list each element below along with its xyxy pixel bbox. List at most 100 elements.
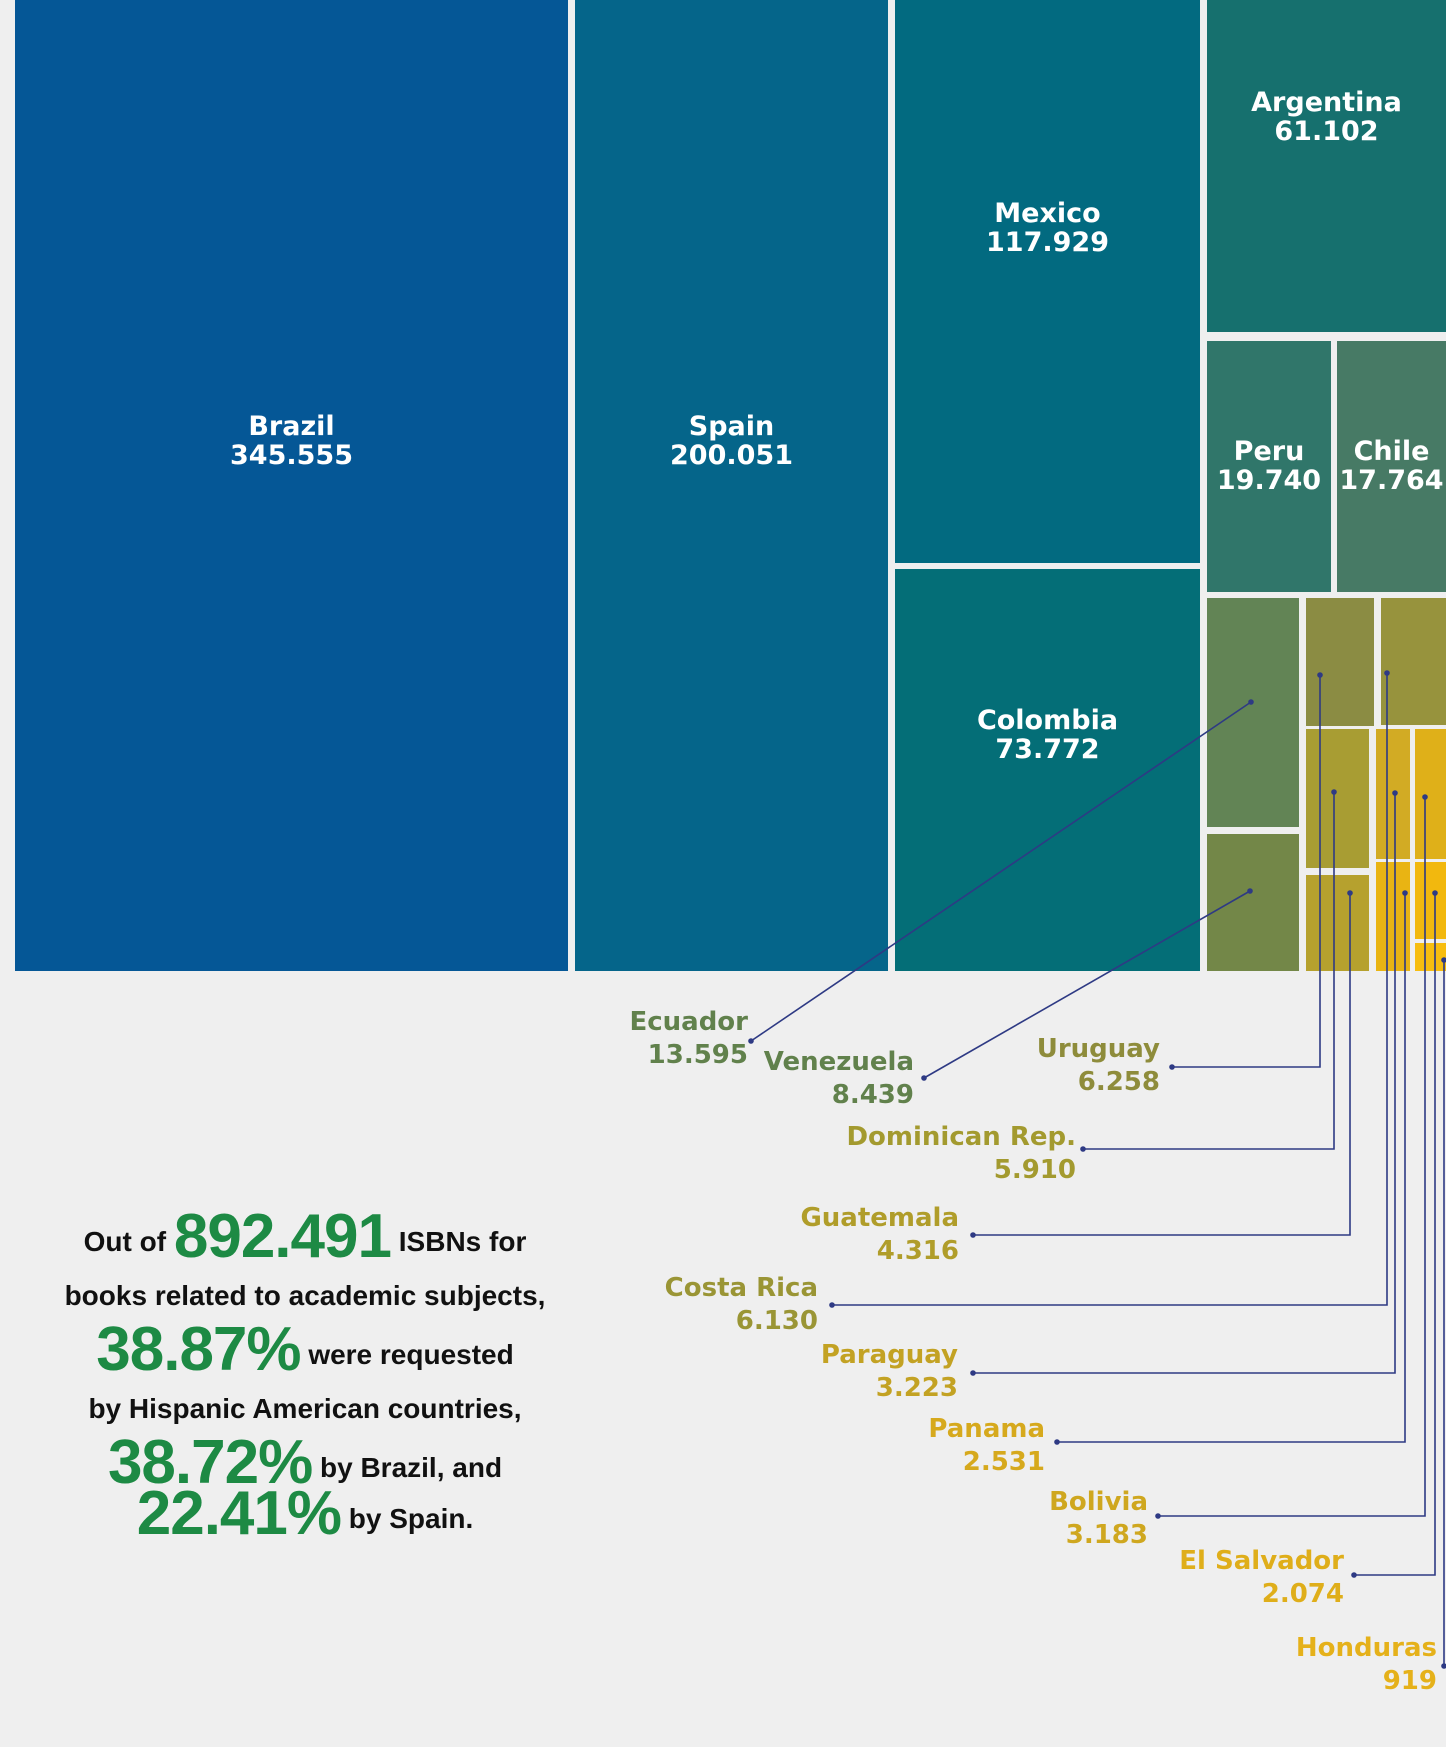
callout-value: 2.531 (962, 1447, 1045, 1477)
leader-line-panama (1057, 893, 1406, 1443)
summary-text-part: Out of (83, 1226, 167, 1257)
summary-text-part: books related to academic subjects, (64, 1280, 546, 1311)
tile-value: 19.740 (1216, 465, 1322, 496)
leader-line-bolivia (1158, 797, 1426, 1517)
summary-line-3: 38.87% were requested (30, 1319, 580, 1382)
tile-value: 73.772 (995, 734, 1100, 765)
leader-dot-costa-rica-start (829, 1302, 835, 1308)
brazil-percent: 38.72% (107, 1428, 313, 1497)
leader-dot-honduras-start (1441, 1663, 1446, 1669)
summary-line-5: 38.72% by Brazil, and (30, 1432, 580, 1495)
callout-uruguay: Uruguay 6.258 (1037, 1033, 1160, 1099)
summary-line-4: by Hispanic American countries, (30, 1382, 580, 1436)
summary-text: Out of 892.491 ISBNs for books related t… (30, 1206, 580, 1546)
leader-line-guatemala (973, 893, 1351, 1236)
callout-paraguay: Paraguay 3.223 (821, 1339, 958, 1405)
tile-bolivia (1415, 729, 1446, 859)
callout-value: 3.223 (875, 1373, 958, 1403)
tile-label-peru: Peru 19.740 (1207, 437, 1331, 495)
callout-value: 2.074 (1261, 1579, 1344, 1609)
tile-honduras (1415, 943, 1446, 971)
leader-dot-ecuador-start (748, 1038, 754, 1044)
tile-uruguay (1306, 598, 1374, 726)
callout-country-name: Uruguay (1036, 1034, 1160, 1064)
tile-value: 200.051 (670, 440, 793, 471)
tile-value: 61.102 (1274, 116, 1379, 147)
leader-dot-honduras-end (1441, 957, 1446, 963)
callout-value: 6.258 (1077, 1067, 1160, 1097)
callout-country-name: Honduras (1295, 1633, 1437, 1663)
spain-percent: 22.41% (136, 1479, 342, 1548)
callout-value: 13.595 (647, 1040, 748, 1070)
tile-country-name: Argentina (1251, 87, 1402, 118)
tile-brazil: Brazil 345.555 (15, 0, 568, 971)
tile-country-name: Colombia (976, 705, 1119, 736)
callout-country-name: Panama (928, 1414, 1045, 1444)
tile-label-spain: Spain 200.051 (575, 412, 888, 470)
callout-value: 8.439 (831, 1080, 914, 1110)
leader-line-dominican-rep (1083, 792, 1335, 1150)
tile-label-mexico: Mexico 117.929 (895, 199, 1200, 257)
callout-value: 4.316 (876, 1236, 959, 1266)
tile-guatemala (1306, 875, 1369, 971)
hispanic-america-percent: 38.87% (96, 1315, 301, 1384)
callout-country-name: Dominican Rep. (846, 1122, 1076, 1152)
tile-mexico: Mexico 117.929 (895, 0, 1200, 563)
leader-line-el-salvador (1354, 893, 1436, 1576)
leader-dot-ecuador-end (1248, 699, 1254, 705)
leader-dot-venezuela-start (921, 1075, 927, 1081)
callout-country-name: El Salvador (1179, 1546, 1344, 1576)
tile-venezuela (1207, 834, 1299, 971)
leader-dot-venezuela-end (1247, 888, 1253, 894)
callout-country-name: Bolivia (1049, 1487, 1148, 1517)
callout-country-name: Ecuador (629, 1007, 748, 1037)
tile-value: 17.764 (1339, 465, 1444, 496)
callout-guatemala: Guatemala 4.316 (800, 1202, 959, 1268)
leader-dot-bolivia-end (1422, 794, 1428, 800)
callout-costa-rica: Costa Rica 6.130 (665, 1272, 818, 1338)
callout-value: 3.183 (1065, 1520, 1148, 1550)
tile-peru: Peru 19.740 (1207, 341, 1331, 592)
leader-line-costa-rica (832, 673, 1388, 1306)
tile-country-name: Peru (1233, 436, 1305, 467)
callout-bolivia: Bolivia 3.183 (1049, 1486, 1148, 1552)
callout-ecuador: Ecuador 13.595 (629, 1006, 748, 1072)
leader-dot-dominican-rep-end (1331, 789, 1337, 795)
tile-country-name: Spain (688, 411, 775, 442)
tile-label-colombia: Colombia 73.772 (895, 706, 1200, 764)
callout-value: 919 (1382, 1666, 1437, 1696)
leader-dot-panama-start (1054, 1439, 1060, 1445)
leader-dot-panama-end (1402, 890, 1408, 896)
tile-dominican-rep (1306, 729, 1369, 868)
callout-value: 6.130 (735, 1306, 818, 1336)
tile-label-brazil: Brazil 345.555 (15, 412, 568, 470)
leader-line-ecuador (750, 701, 1252, 1042)
callout-value: 5.910 (993, 1155, 1076, 1185)
tile-value: 345.555 (230, 440, 353, 471)
tile-chile: Chile 17.764 (1337, 341, 1446, 592)
callout-dominican-rep: Dominican Rep. 5.910 (846, 1121, 1076, 1187)
leader-dot-costa-rica-end (1384, 670, 1390, 676)
callout-country-name: Guatemala (800, 1203, 959, 1233)
summary-line-6: 22.41% by Spain. (30, 1483, 580, 1546)
leader-line-venezuela (923, 890, 1251, 1079)
total-isbn-number: 892.491 (173, 1202, 392, 1271)
tile-country-name: Chile (1353, 436, 1430, 467)
tile-country-name: Mexico (994, 198, 1101, 229)
leader-dot-paraguay-end (1392, 790, 1398, 796)
callout-country-name: Costa Rica (664, 1273, 818, 1303)
summary-text-part: were requested (308, 1339, 514, 1370)
leader-dot-paraguay-start (970, 1370, 976, 1376)
tile-el-salvador (1415, 862, 1446, 939)
tile-argentina: Argentina 61.102 (1207, 0, 1446, 332)
tile-label-chile: Chile 17.764 (1337, 437, 1446, 495)
leader-dot-dominican-rep-start (1080, 1146, 1086, 1152)
tile-spain: Spain 200.051 (575, 0, 888, 971)
tile-country-name: Brazil (248, 411, 335, 442)
callout-country-name: Paraguay (820, 1340, 958, 1370)
leader-line-uruguay (1172, 675, 1321, 1068)
leader-dot-bolivia-start (1155, 1513, 1161, 1519)
